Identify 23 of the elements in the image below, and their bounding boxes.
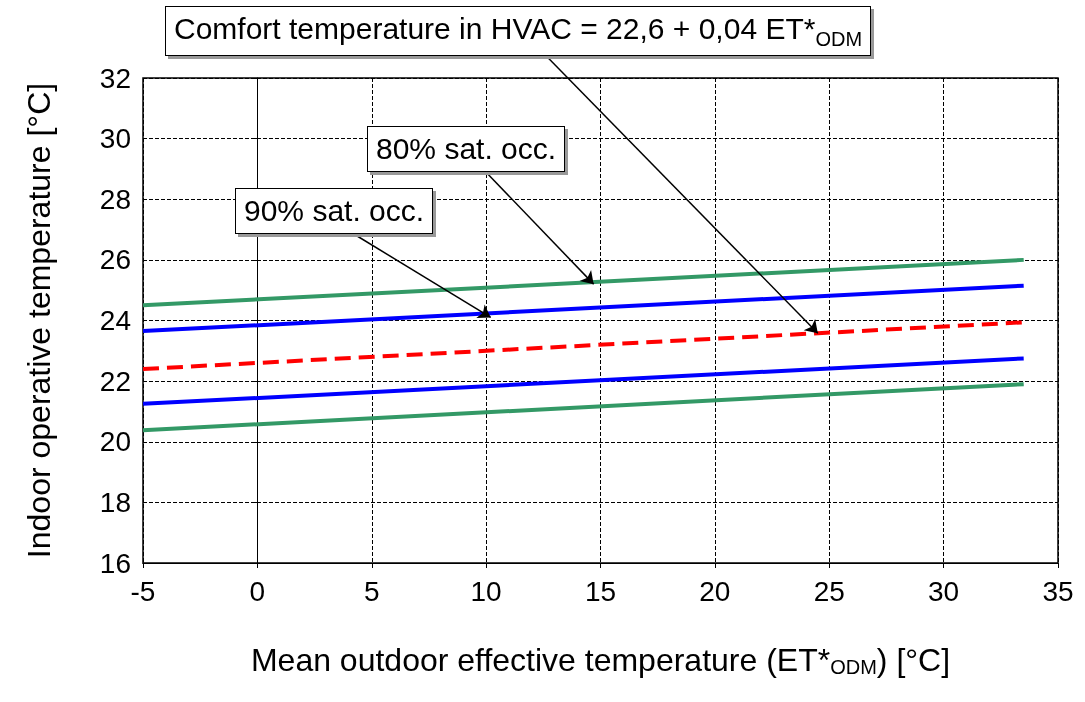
y-tick-label: 16 <box>99 547 131 579</box>
annotation: 80% sat. occ. <box>367 126 566 172</box>
y-tick-label: 20 <box>99 426 131 458</box>
x-axis-title: Mean outdoor effective temperature (ET*ODM) [°C] <box>250 642 951 678</box>
y-tick-label: 28 <box>99 183 131 215</box>
x-tick-label: 30 <box>928 575 960 607</box>
y-tick-label: 30 <box>99 123 131 155</box>
y-tick-label: 22 <box>99 365 131 397</box>
x-tick-label: 5 <box>363 575 380 607</box>
x-tick-label: -5 <box>130 575 156 607</box>
y-tick-label: 26 <box>99 244 131 276</box>
x-tick-label: 20 <box>699 575 731 607</box>
y-tick-label: 18 <box>99 486 131 518</box>
x-tick-label: 10 <box>470 575 502 607</box>
x-tick-label: 35 <box>1042 575 1074 607</box>
y-tick-label: 32 <box>99 62 131 94</box>
annotation: Comfort temperature in HVAC = 22,6 + 0,04 ET*$_{ODM}$ <box>165 6 872 56</box>
x-tick-label: 0 <box>249 575 266 607</box>
x-tick-label: 25 <box>813 575 845 607</box>
annotation: 90% sat. occ. <box>235 188 434 234</box>
y-tick-label: 24 <box>99 305 131 336</box>
x-tick-label: 15 <box>584 575 617 607</box>
y-axis-title: Indoor operative temperature [°C] <box>21 82 57 559</box>
